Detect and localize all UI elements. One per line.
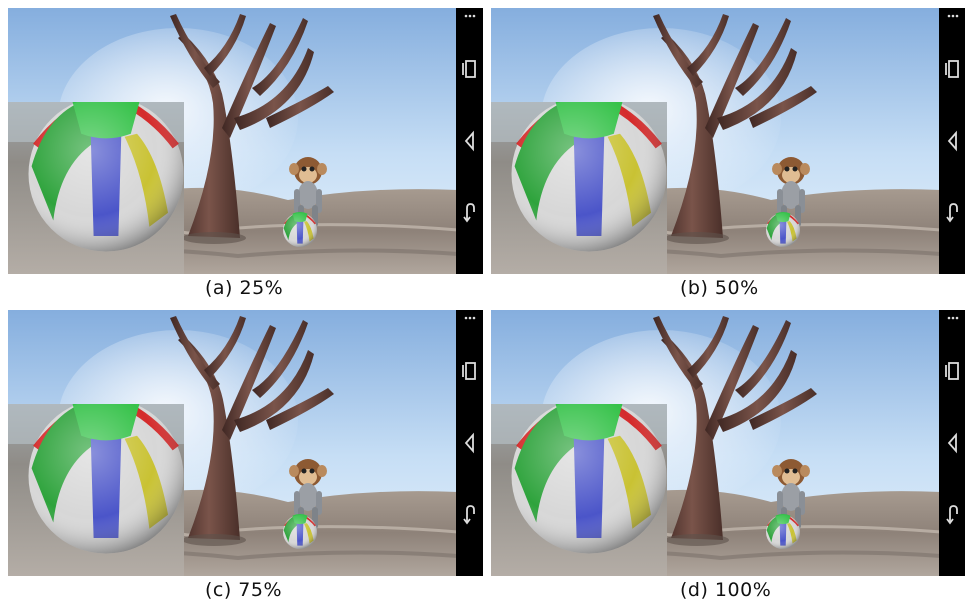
- home-icon[interactable]: [939, 198, 965, 228]
- back-icon[interactable]: [456, 126, 483, 156]
- menu-dots-icon[interactable]: [456, 312, 483, 324]
- panel-caption: (c) 75%: [205, 579, 283, 601]
- android-navbar: [456, 310, 483, 576]
- ball-zoom-image: [491, 404, 667, 576]
- menu-dots-icon[interactable]: [939, 312, 965, 324]
- recent-apps-icon[interactable]: [939, 53, 965, 83]
- panel-d: (d) 100%: [483, 302, 965, 604]
- home-icon[interactable]: [456, 500, 483, 530]
- back-icon[interactable]: [939, 428, 965, 458]
- zoom-inset: [491, 102, 667, 274]
- panel-caption: (a) 25%: [205, 277, 284, 299]
- recent-apps-icon[interactable]: [456, 355, 483, 385]
- panel-caption: (d) 100%: [680, 579, 772, 601]
- panel-b: (b) 50%: [483, 0, 965, 302]
- ball-zoom-image: [8, 102, 184, 274]
- menu-dots-icon[interactable]: [939, 10, 965, 22]
- panel-c: (c) 75%: [0, 302, 483, 604]
- ball-zoom-image: [491, 102, 667, 274]
- android-navbar: [456, 8, 483, 274]
- game-screen[interactable]: [8, 310, 458, 576]
- game-screen[interactable]: [491, 8, 941, 274]
- menu-dots-icon[interactable]: [456, 10, 483, 22]
- zoom-inset: [491, 404, 667, 576]
- home-icon[interactable]: [456, 198, 483, 228]
- panel-a: (a) 25%: [0, 0, 483, 302]
- android-navbar: [939, 8, 965, 274]
- zoom-inset: [8, 102, 184, 274]
- android-navbar: [939, 310, 965, 576]
- game-screen[interactable]: [8, 8, 458, 274]
- recent-apps-icon[interactable]: [939, 355, 965, 385]
- panel-caption: (b) 50%: [680, 277, 759, 299]
- zoom-inset: [8, 404, 184, 576]
- game-screen[interactable]: [491, 310, 941, 576]
- recent-apps-icon[interactable]: [456, 53, 483, 83]
- ball-zoom-image: [8, 404, 184, 576]
- back-icon[interactable]: [456, 428, 483, 458]
- back-icon[interactable]: [939, 126, 965, 156]
- home-icon[interactable]: [939, 500, 965, 530]
